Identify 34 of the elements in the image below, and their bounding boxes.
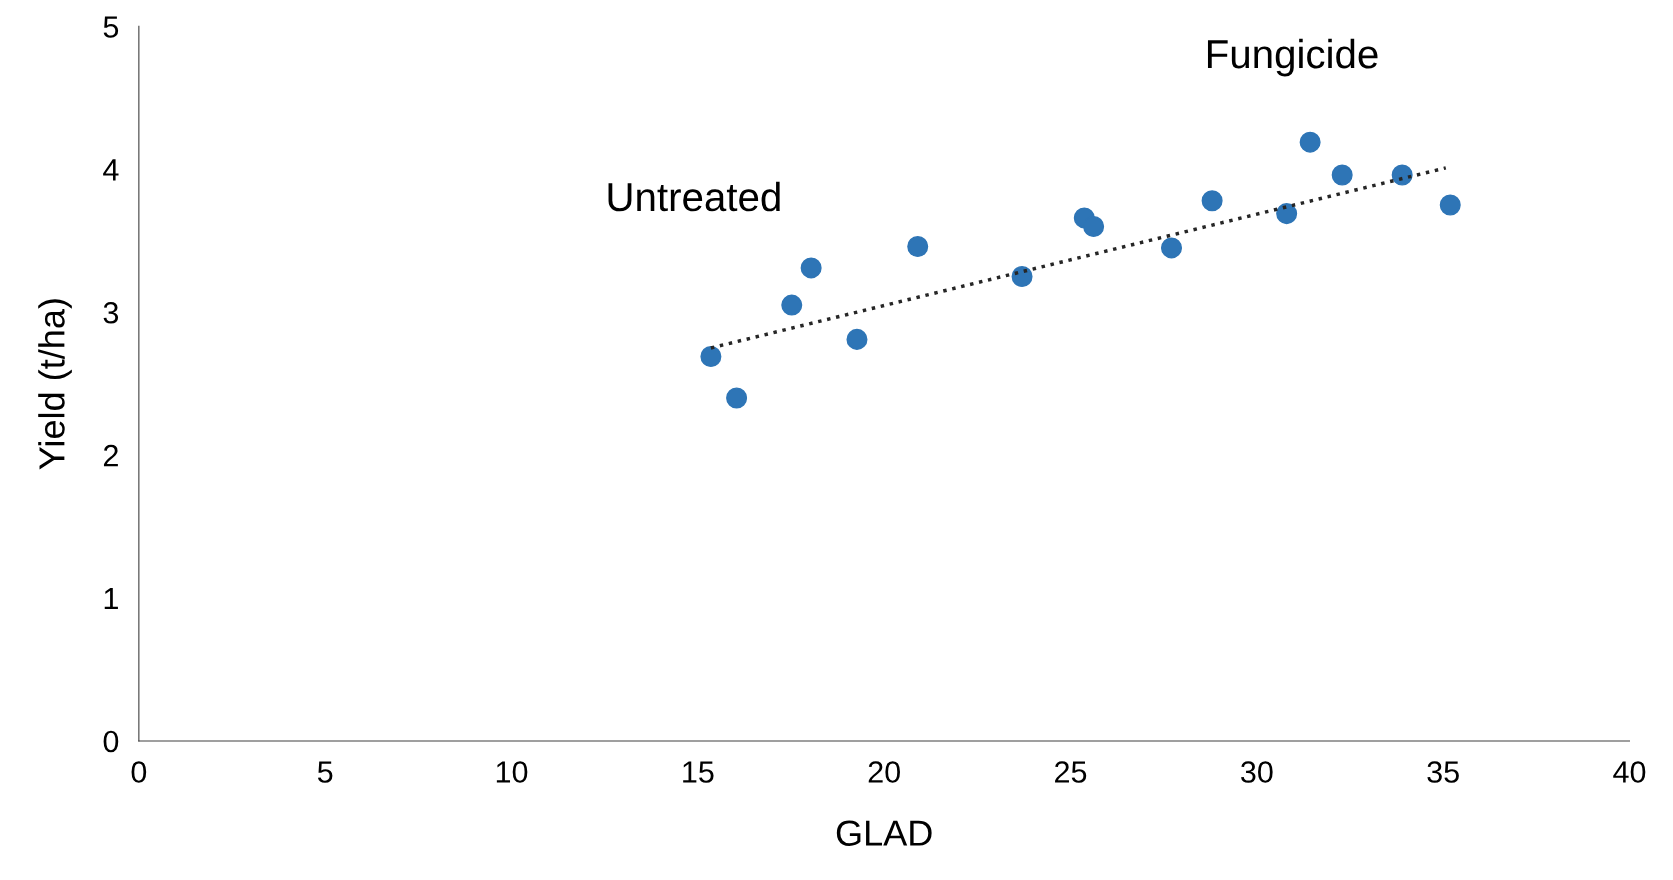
x-tick-label: 30 [1241,761,1273,783]
point [1011,265,1033,288]
y-tick-label: 5 [103,16,119,38]
point [846,328,868,350]
point [1299,131,1321,153]
y-tick-label: 4 [103,159,119,181]
point [907,235,929,258]
point [1391,164,1413,186]
annotation: Untreated [608,181,780,212]
y-tick-label: 3 [103,301,119,324]
y-tick-label: 1 [104,588,118,610]
x-tick-label: 35 [1427,761,1459,783]
point [726,387,748,409]
y-tick-label: 2 [103,444,118,467]
x-tick-label: 5 [317,761,333,783]
point [1160,237,1183,259]
y-axis-title: Yield (t/ha) [38,299,72,470]
y-tick-label: 0 [103,730,119,753]
x-tick-label: 20 [868,761,900,783]
x-tick-label: 10 [496,761,528,783]
annotation: Fungicide [1207,38,1378,77]
point [1331,164,1353,186]
x-tick-label: 25 [1055,761,1087,783]
x-axis-title: GLAD [836,820,932,846]
point [1201,190,1223,212]
x-tick-label: 15 [683,761,714,783]
point [800,257,822,279]
x-tick-label: 40 [1613,761,1646,783]
point [1276,203,1298,225]
point [1439,194,1461,216]
point [781,294,803,316]
x-tick-label: 0 [131,761,147,783]
point [1083,215,1105,237]
point [700,346,722,368]
